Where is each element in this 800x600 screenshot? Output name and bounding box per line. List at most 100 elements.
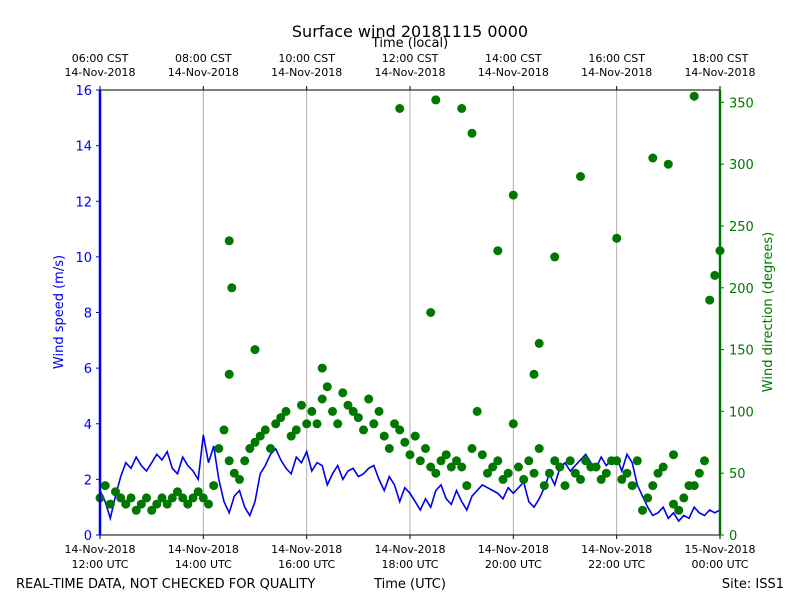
right-tick-label: 0 bbox=[729, 529, 737, 544]
site-label: Site: ISS1 bbox=[722, 577, 784, 592]
wind-direction-point bbox=[534, 338, 544, 348]
gridlines bbox=[202, 90, 618, 535]
wind-direction-point bbox=[467, 128, 477, 138]
wind-direction-point bbox=[581, 456, 591, 466]
top-tick-label-date: 14-Nov-2018 bbox=[168, 66, 239, 79]
wind-direction-point bbox=[632, 456, 642, 466]
wind-direction-point bbox=[173, 487, 182, 497]
wind-direction-point bbox=[514, 462, 523, 472]
wind-direction-point bbox=[658, 462, 668, 472]
wind-direction-point bbox=[705, 295, 715, 305]
wind-direction-point bbox=[410, 431, 420, 441]
wind-direction-point bbox=[508, 419, 518, 429]
right-tick-label: 50 bbox=[729, 467, 746, 482]
wind-direction-point bbox=[436, 456, 446, 466]
wind-direction-point bbox=[441, 450, 451, 460]
wind-direction-point bbox=[260, 425, 270, 435]
wind-direction-point bbox=[648, 153, 658, 163]
wind-direction-point bbox=[669, 450, 678, 460]
wind-direction-point bbox=[322, 382, 332, 392]
wind-direction-point bbox=[209, 481, 219, 491]
bottom-tick-label-date: 15-Nov-2018 bbox=[684, 543, 755, 556]
wind-direction-point bbox=[431, 95, 441, 105]
wind-direction-point bbox=[576, 172, 585, 181]
wind-direction-point bbox=[291, 425, 301, 435]
wind-direction-point bbox=[565, 456, 575, 466]
wind-direction-point bbox=[622, 468, 632, 478]
wind-direction-point bbox=[343, 400, 353, 410]
wind-direction-point bbox=[364, 394, 374, 404]
bottom-tick-label-date: 14-Nov-2018 bbox=[168, 543, 239, 556]
wind-direction-point bbox=[188, 493, 198, 503]
wind-direction-point bbox=[570, 468, 580, 478]
wind-direction-point bbox=[462, 481, 472, 491]
left-tick-label: 16 bbox=[75, 84, 92, 99]
wind-direction-point bbox=[503, 468, 513, 478]
wind-direction-point bbox=[219, 425, 229, 435]
wind-direction-point bbox=[524, 456, 534, 466]
wind-direction-point bbox=[250, 345, 260, 355]
wind-direction-point bbox=[136, 499, 146, 509]
bottom-tick-label-time: 20:00 UTC bbox=[485, 558, 542, 571]
top-tick-label-time: 18:00 CST bbox=[692, 52, 749, 65]
wind-direction-point bbox=[710, 270, 720, 280]
wind-direction-point bbox=[457, 104, 467, 113]
x-axis-label: Time (UTC) bbox=[373, 577, 446, 592]
wind-direction-point bbox=[694, 468, 704, 478]
wind-direction-point bbox=[617, 474, 627, 484]
wind-direction-point bbox=[307, 406, 317, 416]
wind-direction-point bbox=[545, 468, 554, 478]
right-tick-label: 200 bbox=[729, 282, 754, 297]
wind-direction-point bbox=[596, 474, 606, 484]
wind-direction-point bbox=[142, 493, 151, 503]
wind-direction-point bbox=[224, 456, 234, 466]
wind-direction-point bbox=[116, 493, 126, 503]
wind-direction-point bbox=[679, 493, 689, 503]
wind-direction-point bbox=[534, 444, 544, 453]
wind-direction-point bbox=[674, 505, 684, 515]
wind-direction-point bbox=[498, 474, 508, 484]
wind-direction-point bbox=[689, 481, 699, 491]
wind-direction-point bbox=[426, 462, 436, 472]
top-tick-label-time: 12:00 CST bbox=[382, 52, 439, 65]
top-tick-label-time: 10:00 CST bbox=[278, 52, 335, 65]
wind-direction-point bbox=[446, 462, 456, 472]
top-tick-label-time: 06:00 CST bbox=[72, 52, 129, 65]
wind-direction-point bbox=[477, 450, 487, 460]
wind-direction-point bbox=[612, 456, 622, 466]
wind-direction-point bbox=[519, 474, 529, 484]
wind-direction-point bbox=[204, 499, 213, 509]
left-tick-label: 12 bbox=[75, 195, 92, 210]
wind-direction-point bbox=[348, 406, 358, 416]
wind-direction-point bbox=[152, 499, 162, 509]
wind-direction-point bbox=[250, 437, 260, 447]
left-tick-label: 8 bbox=[84, 307, 92, 322]
wind-direction-point bbox=[643, 493, 653, 503]
wind-direction-point bbox=[271, 419, 281, 429]
right-tick-label: 150 bbox=[729, 344, 754, 359]
wind-direction-point bbox=[111, 487, 120, 497]
wind-direction-point bbox=[653, 468, 663, 478]
wind-direction-point bbox=[193, 487, 203, 497]
top-tick-label-date: 14-Nov-2018 bbox=[374, 66, 445, 79]
wind-direction-point bbox=[317, 363, 327, 373]
wind-direction-point bbox=[374, 406, 384, 416]
wind-direction-point bbox=[379, 431, 389, 441]
top-tick-label-time: 14:00 CST bbox=[485, 52, 542, 65]
wind-direction-point bbox=[431, 468, 441, 478]
top-tick-label-time: 16:00 CST bbox=[588, 52, 645, 65]
bottom-tick-label-date: 14-Nov-2018 bbox=[581, 543, 652, 556]
wind-direction-point bbox=[281, 406, 291, 416]
wind-direction-point bbox=[669, 499, 678, 509]
wind-direction-point bbox=[612, 233, 622, 243]
top-tick-label-date: 14-Nov-2018 bbox=[684, 66, 755, 79]
right-tick-label: 350 bbox=[729, 96, 754, 111]
top-tick-label-date: 14-Nov-2018 bbox=[478, 66, 549, 79]
wind-direction-point bbox=[359, 425, 368, 435]
wind-direction-point bbox=[183, 499, 193, 509]
wind-direction-point bbox=[395, 104, 405, 113]
wind-direction-point bbox=[472, 406, 482, 416]
wind-direction-point bbox=[627, 481, 637, 491]
bottom-tick-label-date: 14-Nov-2018 bbox=[64, 543, 135, 556]
